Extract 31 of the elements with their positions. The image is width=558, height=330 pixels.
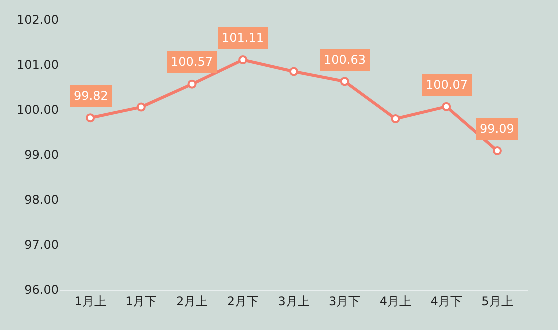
data-label: 100.57 <box>171 55 213 69</box>
data-label: 99.09 <box>480 122 514 136</box>
point <box>136 102 146 112</box>
point <box>391 114 400 124</box>
x-tick-label: 2月上 <box>176 294 208 308</box>
data-label: 100.63 <box>324 53 366 67</box>
y-tick-label: 99.00 <box>24 148 59 162</box>
x-tick-label: 1月下 <box>126 294 158 308</box>
data-label: 101.11 <box>222 31 264 45</box>
point <box>290 67 298 76</box>
point <box>188 80 197 89</box>
point <box>340 77 350 86</box>
x-tick-label: 4月下 <box>430 294 462 308</box>
x-tick-label: 1月上 <box>74 294 106 308</box>
y-tick-label: 97.00 <box>24 238 59 252</box>
x-tick-label: 2月下 <box>227 294 259 308</box>
x-tick-label: 3月上 <box>278 294 310 308</box>
x-tick-label: 5月上 <box>482 294 514 308</box>
point <box>86 114 96 123</box>
data-label: 100.07 <box>426 78 468 92</box>
y-tick-label: 102.00 <box>17 13 59 28</box>
y-tick-label: 96.00 <box>24 283 59 298</box>
x-tick-label: 3月下 <box>329 294 361 308</box>
point <box>238 56 248 65</box>
x-tick-label: 4月上 <box>380 294 412 308</box>
point <box>492 146 502 156</box>
y-tick-label: 101.00 <box>17 58 59 72</box>
point <box>442 102 452 112</box>
y-tick-label: 100.00 <box>17 103 59 118</box>
data-label: 99.82 <box>74 89 108 103</box>
y-tick-label: 98.00 <box>24 193 59 208</box>
